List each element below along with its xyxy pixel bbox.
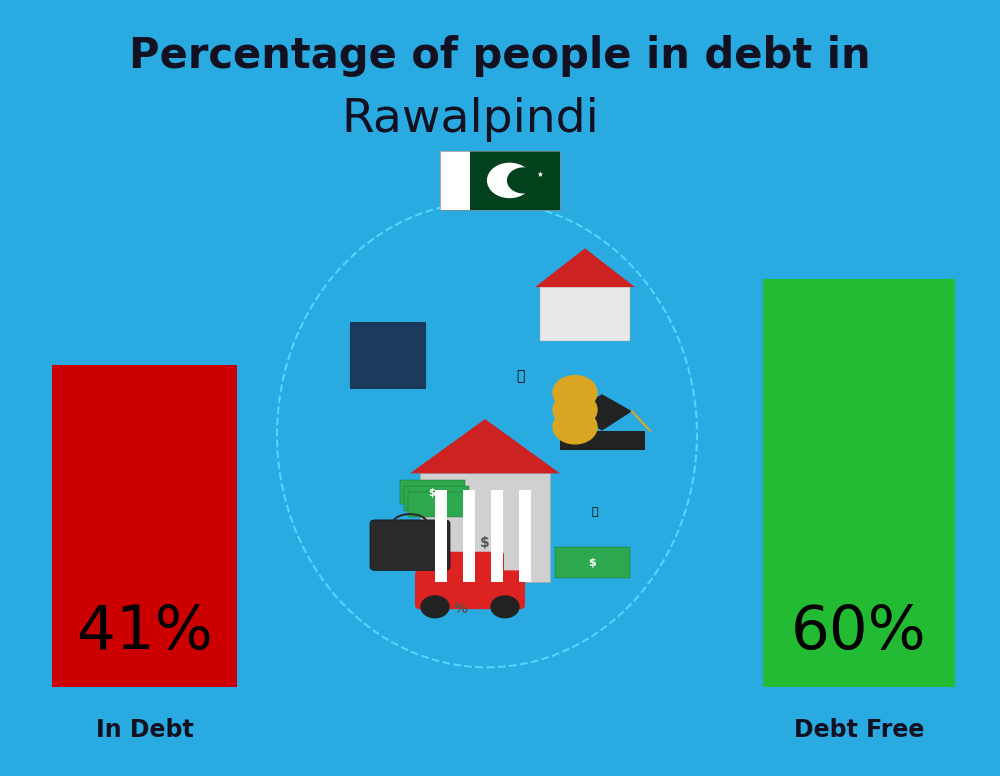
Circle shape (488, 164, 532, 198)
Text: %: % (453, 602, 467, 616)
FancyBboxPatch shape (441, 552, 504, 581)
Polygon shape (535, 248, 635, 287)
Circle shape (508, 168, 540, 193)
FancyBboxPatch shape (400, 480, 465, 504)
FancyBboxPatch shape (560, 431, 645, 450)
Text: 41%: 41% (77, 603, 212, 662)
FancyBboxPatch shape (763, 279, 955, 687)
Text: 60%: 60% (791, 603, 927, 662)
Text: Percentage of people in debt in: Percentage of people in debt in (129, 35, 871, 77)
FancyBboxPatch shape (52, 365, 237, 687)
FancyBboxPatch shape (555, 547, 630, 578)
FancyBboxPatch shape (404, 486, 469, 511)
FancyBboxPatch shape (420, 473, 550, 582)
Text: $: $ (480, 536, 490, 550)
Text: $: $ (429, 488, 435, 497)
Text: Rawalpindi: Rawalpindi (341, 97, 599, 142)
FancyBboxPatch shape (370, 520, 450, 570)
Circle shape (491, 596, 519, 618)
FancyBboxPatch shape (415, 570, 525, 609)
Text: 🔑: 🔑 (516, 369, 524, 383)
Text: 🔒: 🔒 (592, 508, 598, 517)
Text: Debt Free: Debt Free (794, 718, 924, 742)
Text: In Debt: In Debt (96, 718, 193, 742)
FancyBboxPatch shape (491, 490, 503, 582)
Text: $: $ (588, 558, 596, 567)
Circle shape (553, 376, 597, 410)
Circle shape (421, 596, 449, 618)
Circle shape (553, 410, 597, 444)
FancyBboxPatch shape (435, 490, 447, 582)
FancyBboxPatch shape (540, 287, 630, 341)
Circle shape (553, 393, 597, 427)
Polygon shape (410, 419, 560, 473)
FancyBboxPatch shape (463, 490, 475, 582)
FancyBboxPatch shape (440, 151, 470, 210)
FancyBboxPatch shape (470, 151, 560, 210)
FancyBboxPatch shape (350, 322, 425, 388)
FancyBboxPatch shape (408, 492, 473, 517)
Text: ★: ★ (536, 170, 543, 179)
Polygon shape (572, 394, 632, 431)
FancyBboxPatch shape (519, 490, 531, 582)
